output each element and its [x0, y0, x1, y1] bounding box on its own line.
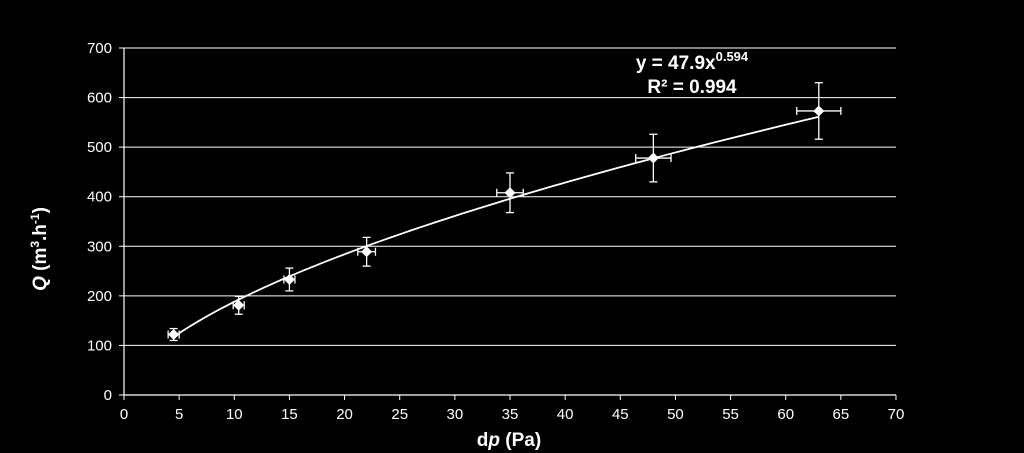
y-tick-label: 400 [87, 189, 112, 206]
y-axis-title-mid: .h [30, 224, 51, 241]
x-tick-label: 65 [833, 406, 850, 423]
x-tick-label: 25 [391, 406, 408, 423]
y-axis-title-main: Q [30, 276, 51, 291]
x-tick-label: 10 [226, 406, 243, 423]
fit-r-squared: R² = 0.994 [647, 77, 737, 98]
x-tick-label: 50 [667, 406, 684, 423]
x-tick-label: 40 [557, 406, 574, 423]
x-axis-title-italic: p [487, 430, 500, 451]
x-tick-label: 0 [120, 406, 128, 423]
y-tick-label: 200 [87, 288, 112, 305]
x-tick-label: 15 [281, 406, 298, 423]
x-tick-label: 30 [447, 406, 464, 423]
x-tick-label: 70 [888, 406, 905, 423]
x-tick-label: 55 [722, 406, 739, 423]
y-tick-label: 500 [87, 139, 112, 156]
x-tick-label: 60 [777, 406, 794, 423]
x-tick-label: 35 [502, 406, 519, 423]
y-tick-label: 600 [87, 90, 112, 107]
x-axis-title: dp (Pa) [477, 430, 541, 451]
y-tick-label: 0 [104, 387, 112, 404]
y-axis-title-sup2: -1 [28, 213, 42, 224]
y-tick-label: 100 [87, 337, 112, 354]
x-tick-label: 45 [612, 406, 629, 423]
y-axis-title-close: ) [30, 207, 51, 213]
x-axis-title-unit: (Pa) [500, 430, 541, 451]
x-axis-title-main: d [477, 430, 489, 451]
fit-equation-base: y = 47.9x [636, 53, 716, 74]
x-tick-label: 20 [336, 406, 353, 423]
y-axis-title-unit: (m [30, 248, 51, 277]
fit-equation-exponent: 0.594 [716, 49, 749, 64]
y-tick-label: 700 [87, 40, 112, 57]
y-tick-label: 300 [87, 238, 112, 255]
x-tick-label: 5 [175, 406, 183, 423]
